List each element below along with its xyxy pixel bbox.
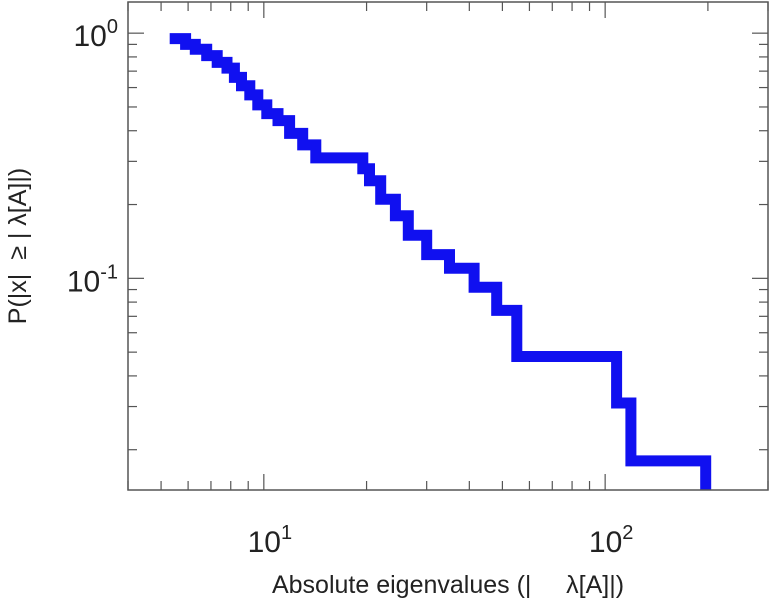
x-axis-label: Absolute eigenvalues (| λ[A]|): [272, 571, 624, 599]
data-layer: [169, 33, 712, 490]
y-axis-label: P(|x| ≥ | λ[A]|): [4, 168, 32, 324]
plot-frame: [127, 1, 769, 491]
y-tick-label: 100: [74, 16, 119, 53]
x-tick-label: 102: [589, 522, 634, 559]
tick-labels: 101 102 10-1 100: [67, 16, 634, 559]
axis-ticks: [127, 2, 769, 490]
y-tick-label: 10-1: [67, 261, 118, 298]
ccdf-step-line: [169, 33, 712, 490]
x-tick-label: 101: [248, 522, 293, 559]
